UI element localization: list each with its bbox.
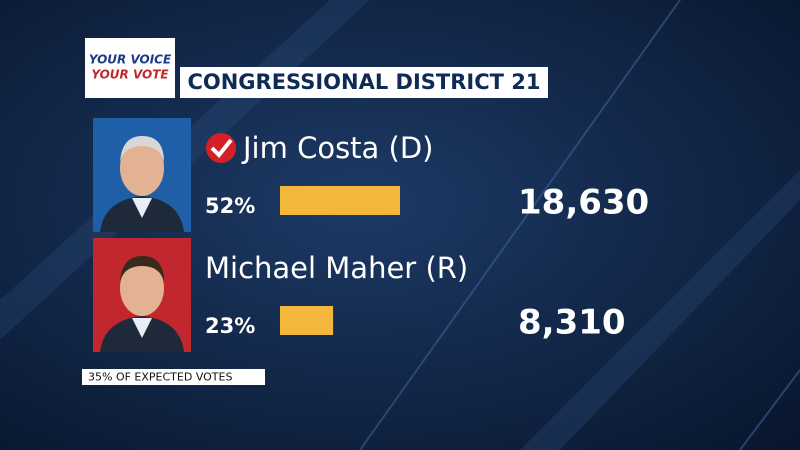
photo-face	[120, 260, 164, 316]
stripe	[520, 170, 800, 450]
logo-box	[85, 38, 175, 98]
candidate-row: Michael Maher (R) 23% 8,310	[93, 238, 626, 352]
winner-check-mark	[210, 138, 233, 158]
vote-count: 18,630	[518, 183, 649, 223]
vote-count: 8,310	[518, 303, 626, 343]
stripe-line	[739, 369, 800, 450]
logo: YOUR VOICE YOUR VOTE	[85, 38, 175, 98]
candidate-row: Jim Costa (D) 52% 18,630	[93, 118, 649, 232]
percent-label: 52%	[205, 194, 255, 218]
candidate-name: Jim Costa (D)	[241, 131, 434, 165]
footer-note: 35% OF EXPECTED VOTES	[88, 371, 232, 384]
header-box	[180, 67, 548, 98]
stripe-line	[359, 0, 681, 450]
percent-bar	[280, 306, 334, 335]
footer-box	[82, 369, 265, 385]
logo-line: YOUR VOTE	[91, 68, 169, 82]
photo-collar	[132, 198, 152, 218]
header-title: CONGRESSIONAL DISTRICT 21	[187, 70, 540, 94]
candidate-name: Michael Maher (R)	[205, 251, 468, 285]
photo-collar	[132, 318, 152, 338]
logo-line: YOUR VOICE	[89, 53, 172, 67]
percent-bar	[280, 186, 400, 215]
winner-check	[206, 133, 236, 163]
photo-face	[120, 140, 164, 196]
photo-hair	[120, 256, 164, 282]
photo-hair	[120, 136, 164, 162]
percent-label: 23%	[205, 314, 255, 338]
